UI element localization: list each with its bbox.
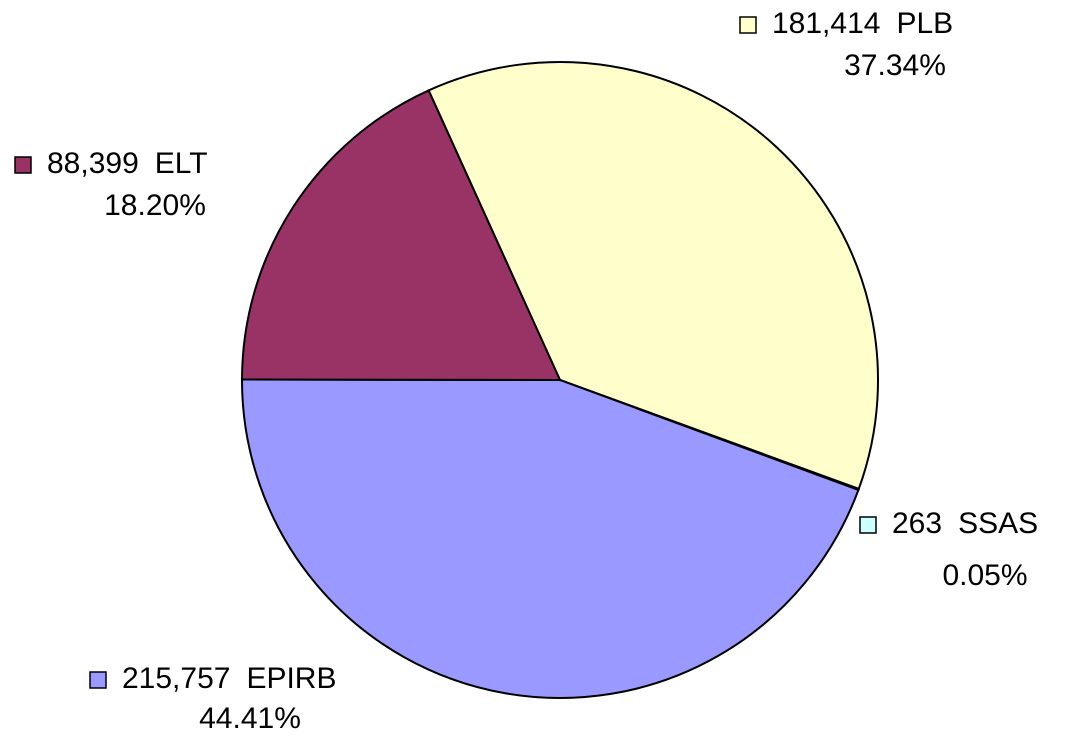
data-label: 215,757 EPIRB xyxy=(122,662,336,695)
pie-slice xyxy=(427,61,879,491)
pie-slice xyxy=(240,378,860,699)
percent-label: 18.20% xyxy=(104,189,206,222)
percent-label: 37.34% xyxy=(844,49,946,82)
legend-marker xyxy=(739,16,757,34)
pie-slice xyxy=(240,89,562,382)
value-label: 88,399 xyxy=(47,147,139,180)
value-label: 215,757 xyxy=(122,662,230,695)
legend-marker xyxy=(14,156,32,174)
category-label: SSAS xyxy=(958,507,1038,540)
percent-label: 44.41% xyxy=(199,702,301,735)
category-label: EPIRB xyxy=(246,662,336,695)
category-label: PLB xyxy=(896,7,953,40)
value-label: 181,414 xyxy=(772,7,880,40)
category-label: ELT xyxy=(155,147,208,180)
data-label: 181,414 PLB xyxy=(772,7,953,40)
data-label: 88,399 ELT xyxy=(47,147,208,180)
data-label: 263 SSAS xyxy=(892,507,1038,540)
value-label: 263 xyxy=(892,507,942,540)
legend-marker xyxy=(89,671,107,689)
percent-label: 0.05% xyxy=(942,559,1027,592)
legend-marker xyxy=(859,516,877,534)
